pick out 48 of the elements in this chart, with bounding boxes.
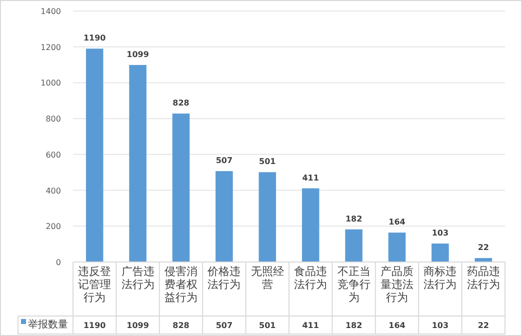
x-tick-label: 药品违法行为: [466, 265, 500, 291]
x-tick-label: 广告违法行为: [121, 265, 154, 291]
text: 411: [302, 173, 319, 182]
data-label: 164: [388, 321, 406, 330]
x-tick-label: 侵害消费者权益行为: [164, 265, 198, 304]
y-tick-label: 800: [46, 114, 61, 124]
x-tick-label: 无照经营: [250, 265, 284, 291]
data-label: 103: [432, 321, 449, 330]
bar: [302, 188, 320, 262]
data-label: 22: [478, 321, 489, 330]
bar: [86, 48, 104, 262]
bar: [388, 232, 406, 262]
data-label: 501: [259, 321, 276, 330]
legend-label: 举报数量: [28, 318, 68, 331]
text: 1190: [83, 34, 106, 43]
x-tick-label: 不正当竞争行为: [337, 265, 370, 304]
x-tick-label: 产品质量违法行为: [380, 265, 414, 304]
y-tick-label: 0: [56, 258, 61, 267]
bar: [216, 171, 233, 262]
x-tick-label: 食品违法行为: [294, 265, 328, 291]
y-tick-label: 1200: [40, 42, 61, 52]
text: 22: [478, 243, 489, 252]
y-tick-label: 1000: [40, 78, 61, 88]
bar: [345, 229, 362, 262]
text: 164: [388, 218, 406, 227]
bar: [172, 114, 190, 262]
bar: [129, 64, 146, 262]
data-label: 411: [302, 321, 320, 330]
x-tick-label: 违反登记管理行为: [78, 265, 112, 304]
y-tick-label: 600: [46, 150, 61, 160]
text: 103: [432, 228, 449, 238]
data-label: 507: [216, 321, 233, 330]
y-tick-label: 200: [46, 222, 61, 232]
text: 507: [216, 156, 233, 166]
data-label: 1099: [126, 321, 150, 330]
data-label: 828: [172, 321, 190, 330]
text: 501: [259, 157, 276, 166]
data-label: 182: [345, 321, 362, 330]
y-tick-label: 400: [46, 186, 61, 196]
x-tick-label: 商标违法行为: [424, 265, 457, 291]
data-label: 1190: [83, 321, 106, 330]
x-tick-label: 价格违法行为: [206, 265, 241, 291]
text: 1099: [126, 50, 149, 59]
text: 828: [172, 98, 190, 108]
text: 182: [345, 214, 362, 224]
bar: [258, 172, 276, 262]
y-tick-label: 1400: [40, 7, 61, 16]
bar: [432, 244, 449, 262]
